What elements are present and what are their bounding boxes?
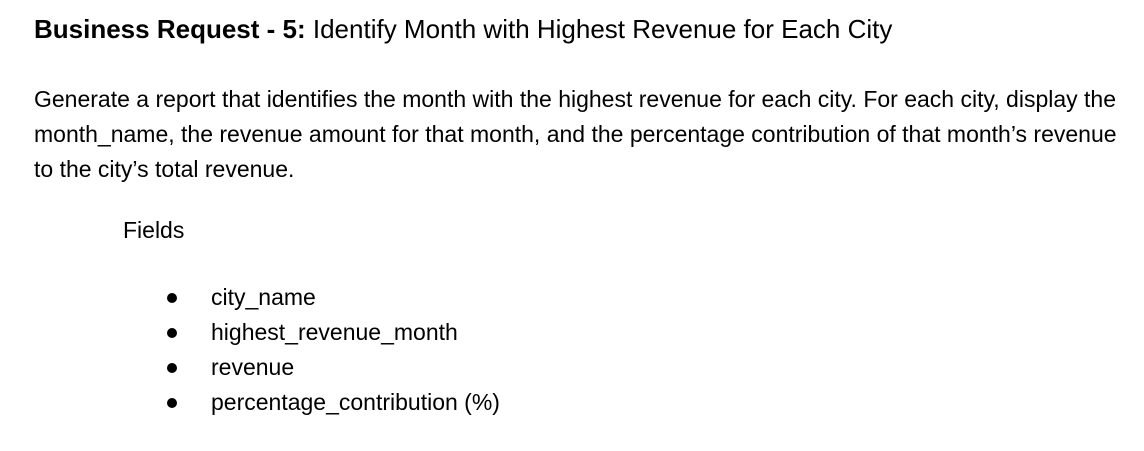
- bullet-icon: [167, 397, 177, 408]
- request-label: Business Request - 5:: [34, 14, 306, 44]
- fields-list: city_name highest_revenue_month revenue …: [167, 280, 500, 420]
- field-name: city_name: [211, 284, 316, 310]
- request-title: Identify Month with Highest Revenue for …: [312, 14, 893, 44]
- list-item: highest_revenue_month: [167, 315, 500, 350]
- bullet-icon: [167, 327, 177, 338]
- list-item: percentage_contribution (%): [167, 385, 500, 420]
- request-heading: Business Request - 5: Identify Month wit…: [34, 13, 892, 45]
- field-name: highest_revenue_month: [211, 319, 458, 345]
- list-item: city_name: [167, 280, 500, 315]
- request-description: Generate a report that identifies the mo…: [34, 86, 1117, 182]
- fields-label: Fields: [123, 217, 185, 243]
- list-item: revenue: [167, 350, 500, 385]
- field-name: percentage_contribution (%): [211, 389, 500, 415]
- field-name: revenue: [211, 354, 295, 380]
- bullet-icon: [167, 362, 177, 373]
- bullet-icon: [167, 292, 177, 303]
